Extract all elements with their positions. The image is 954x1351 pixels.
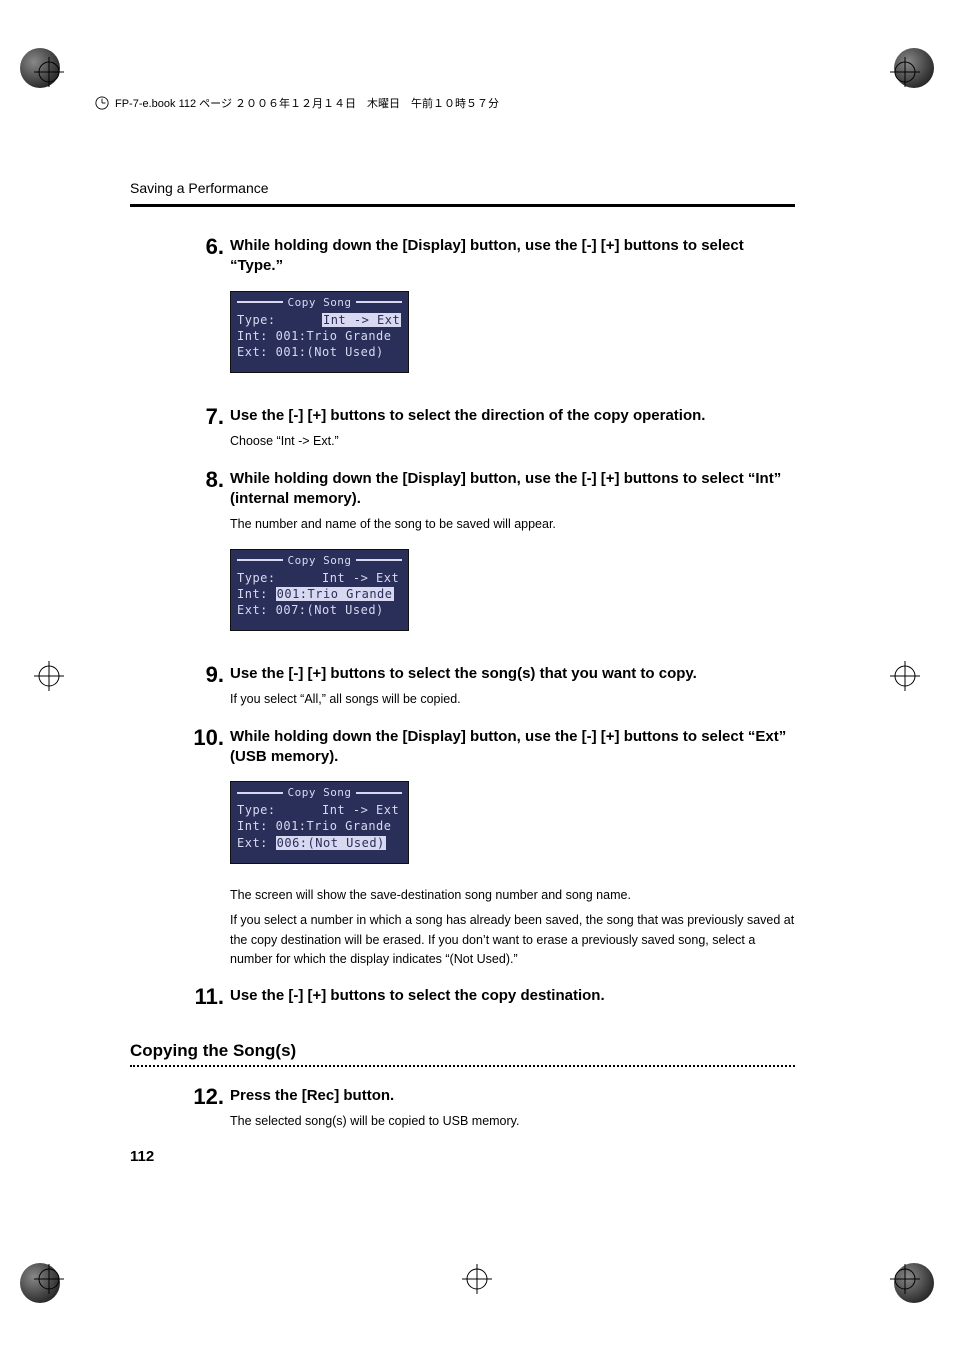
step-number: 10. xyxy=(130,726,230,750)
crop-mark-tl-icon xyxy=(34,57,64,87)
step-number: 9. xyxy=(130,663,230,687)
instruction-step: 11. Use the [-] [+] buttons to select th… xyxy=(130,985,795,1012)
instruction-step: 8. While holding down the [Display] butt… xyxy=(130,468,795,653)
instruction-step: 9. Use the [-] [+] buttons to select the… xyxy=(130,663,795,716)
step-text: If you select a number in which a song h… xyxy=(230,911,795,969)
document-meta-text: FP-7-e.book 112 ページ ２００６年１２月１４日 木曜日 午前１０… xyxy=(115,95,499,111)
step-heading: Use the [-] [+] buttons to select the di… xyxy=(230,406,795,426)
crop-mark-bc-icon xyxy=(462,1264,492,1294)
step-heading: While holding down the [Display] button,… xyxy=(230,469,795,510)
crop-mark-cl-icon xyxy=(34,661,64,691)
instruction-step: 7. Use the [-] [+] buttons to select the… xyxy=(130,405,795,458)
crop-mark-bl-icon xyxy=(34,1264,64,1294)
lcd-screenshot: Copy Song Type: Int -> ExtInt: 001:Trio … xyxy=(230,291,409,374)
step-number: 8. xyxy=(130,468,230,492)
crop-mark-br-icon xyxy=(890,1264,920,1294)
step-text: If you select “All,” all songs will be c… xyxy=(230,690,795,709)
instruction-step: 12. Press the [Rec] button. The selected … xyxy=(130,1085,795,1138)
dotted-rule xyxy=(130,1065,795,1067)
page-number: 112 xyxy=(130,1148,154,1165)
step-heading: While holding down the [Display] button,… xyxy=(230,727,795,768)
lcd-screenshot: Copy Song Type: Int -> ExtInt: 001:Trio … xyxy=(230,781,409,864)
step-heading: Use the [-] [+] buttons to select the co… xyxy=(230,986,795,1006)
subsection-title: Copying the Song(s) xyxy=(130,1041,795,1061)
crop-mark-tr-icon xyxy=(890,57,920,87)
step-number: 7. xyxy=(130,405,230,429)
crop-mark-cr-icon xyxy=(890,661,920,691)
step-heading: Use the [-] [+] buttons to select the so… xyxy=(230,664,795,684)
clock-icon xyxy=(95,96,109,110)
step-heading: While holding down the [Display] button,… xyxy=(230,236,795,277)
step-number: 6. xyxy=(130,235,230,259)
step-number: 12. xyxy=(130,1085,230,1109)
lcd-screenshot: Copy Song Type: Int -> ExtInt: 001:Trio … xyxy=(230,549,409,632)
running-head: Saving a Performance xyxy=(130,180,795,196)
step-heading: Press the [Rec] button. xyxy=(230,1086,795,1106)
instruction-step: 10. While holding down the [Display] but… xyxy=(130,726,795,976)
instruction-step: 6. While holding down the [Display] butt… xyxy=(130,235,795,395)
step-number: 11. xyxy=(130,985,230,1009)
document-meta-line: FP-7-e.book 112 ページ ２００６年１２月１４日 木曜日 午前１０… xyxy=(95,95,499,111)
step-text: Choose “Int -> Ext.” xyxy=(230,432,795,451)
step-text: The selected song(s) will be copied to U… xyxy=(230,1112,795,1131)
section-rule xyxy=(130,204,795,207)
step-text: The screen will show the save-destinatio… xyxy=(230,886,795,905)
step-text: The number and name of the song to be sa… xyxy=(230,515,795,534)
